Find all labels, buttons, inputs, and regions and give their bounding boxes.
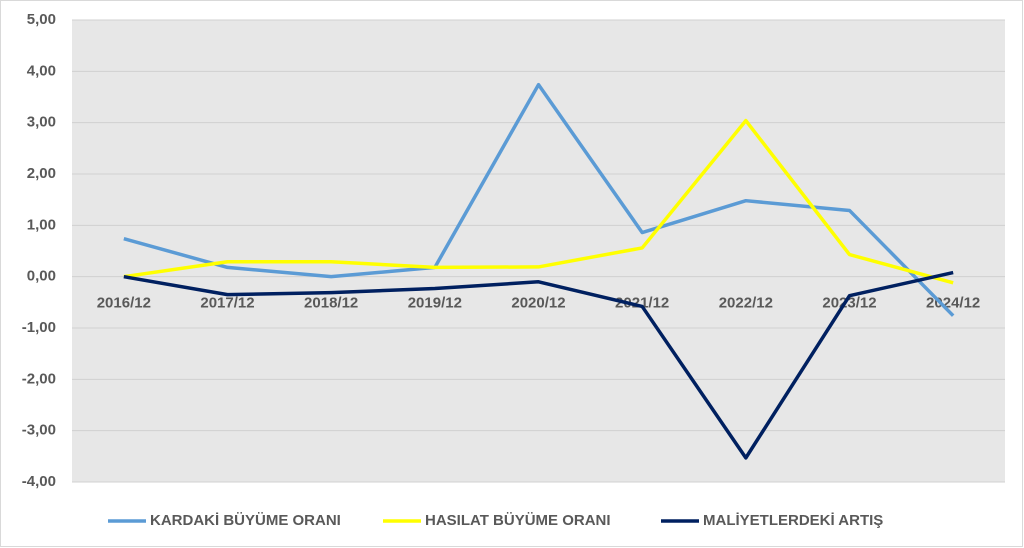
y-tick-label: -1,00 <box>22 319 56 336</box>
y-tick-label: 2,00 <box>27 165 56 182</box>
y-tick-label: -3,00 <box>22 422 56 439</box>
legend-label: HASILAT BÜYÜME ORANI <box>425 512 611 529</box>
x-tick-label: 2017/12 <box>200 295 254 312</box>
x-tick-label: 2019/12 <box>408 295 462 312</box>
x-tick-label: 2022/12 <box>719 295 773 312</box>
x-tick-label: 2024/12 <box>926 295 980 312</box>
plot-area <box>72 20 1005 482</box>
y-tick-label: -2,00 <box>22 370 56 387</box>
legend-label: KARDAKİ BÜYÜME ORANI <box>150 512 341 529</box>
y-tick-label: 0,00 <box>27 268 56 285</box>
series-line <box>123 270 954 460</box>
y-tick-label: 3,00 <box>27 114 56 131</box>
x-tick-label: 2023/12 <box>822 295 876 312</box>
x-tick-label: 2020/12 <box>511 295 565 312</box>
y-tick-label: 1,00 <box>27 216 56 233</box>
y-tick-label: 5,00 <box>27 11 56 28</box>
x-tick-label: 2021/12 <box>615 295 669 312</box>
series-line <box>123 118 954 285</box>
legend-label: MALİYETLERDEKİ ARTIŞ <box>703 512 883 529</box>
y-tick-label: -4,00 <box>22 473 56 490</box>
x-tick-label: 2018/12 <box>304 295 358 312</box>
y-tick-label: 4,00 <box>27 62 56 79</box>
x-tick-label: 2016/12 <box>97 295 151 312</box>
